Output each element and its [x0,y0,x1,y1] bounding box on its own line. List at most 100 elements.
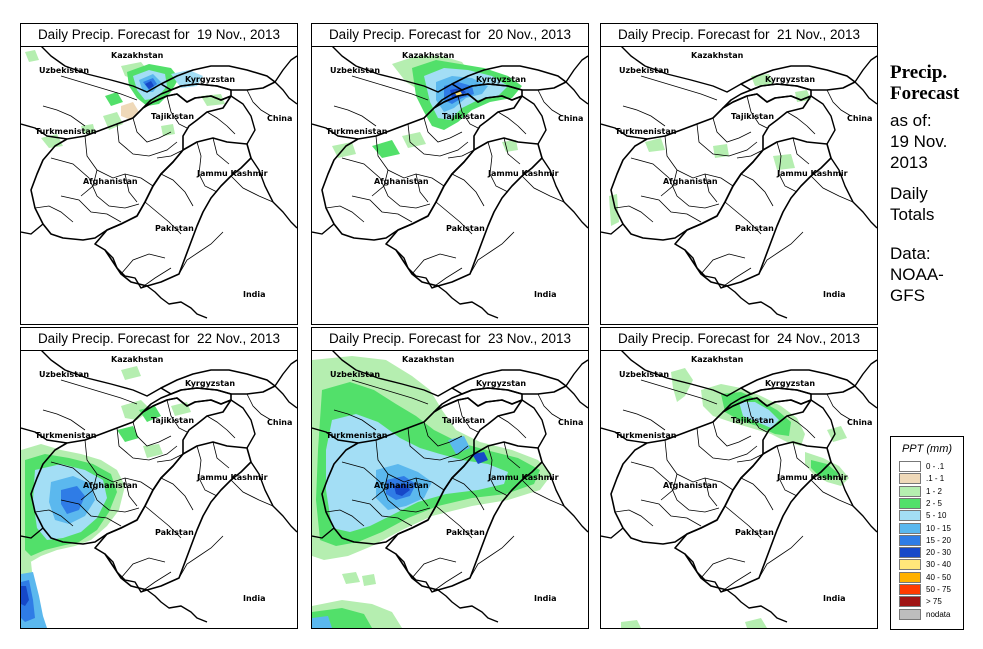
province-boundary [640,75,718,101]
province-boundary [80,473,98,501]
border-line [230,95,256,145]
province-boundary [786,415,816,439]
province-boundary [792,137,810,165]
province-boundary [178,231,224,275]
province-boundary [325,205,365,223]
legend-label: nodata [926,609,951,619]
map-label-afghanistan: Afghanistan [663,177,718,186]
legend-row: nodata [899,608,963,620]
province-boundary [423,117,463,143]
province-boundary [375,439,445,491]
country-border [674,441,832,591]
province-boundary [42,105,86,127]
precip-area [312,616,332,628]
province-boundary [640,499,702,527]
province-boundary [60,195,122,223]
map-label-tajikistan: Tajikistan [731,416,775,425]
forecast-map: Kazakhstan Uzbekistan Kyrgyzstan Tajikistan… [601,46,877,324]
province-boundary [469,535,515,579]
border-line [854,385,877,409]
province-boundary [704,477,718,507]
border-line [21,123,68,140]
border-line [541,157,588,229]
map-label-india: India [823,594,846,603]
province-boundary [423,421,463,447]
legend-label: 5 - 10 [926,511,947,521]
map-label-turkmenistan: Turkmenistan [326,431,388,440]
province-boundary [758,535,804,579]
province-boundary [720,571,752,593]
precip-area [342,572,360,584]
border-line [331,350,453,397]
province-boundary [521,479,565,507]
province-boundary [407,427,469,461]
province-boundary [447,149,475,159]
legend-row: 0 - .1 [899,461,963,472]
sidebar-asof-line2: 19 Nov. [890,132,948,151]
province-boundary [746,95,768,129]
forecast-panel-19-nov: Daily Precip. Forecast for 19 Nov., 2013… [20,23,298,325]
map-svg [312,46,588,319]
legend-row: 20 - 30 [899,547,963,559]
border-line [565,359,588,387]
province-boundary [537,393,563,421]
map-label-kazakhstan: Kazakhstan [111,355,164,364]
province-boundary [640,379,718,405]
map-svg [21,46,297,319]
province-boundary [212,137,230,165]
border-line [565,55,588,83]
province-boundary [196,141,218,193]
panel-title: Daily Precip. Forecast for 19 Nov., 2013 [21,24,297,47]
province-boundary [415,477,429,507]
country-border [451,369,567,395]
province-boundary [407,123,469,157]
province-boundary [810,175,854,203]
map-label-afghanistan: Afghanistan [83,481,138,490]
border-line [40,46,162,93]
map-label-kazakhstan: Kazakhstan [402,355,455,364]
legend-label: .1 - 1 [926,474,945,484]
precip-area [773,154,795,170]
legend-label: 2 - 5 [926,498,943,508]
border-line [312,427,359,444]
province-boundary [34,205,74,223]
map-label-china: China [267,418,293,427]
border-line [274,81,297,105]
province-boundary [42,409,86,431]
legend-label: 30 - 40 [926,560,951,570]
legend-label: 15 - 20 [926,535,951,545]
province-boundary [469,231,515,275]
forecast-map: Kazakhstan Uzbekistan Kyrgyzstan Tajikistan… [21,350,297,628]
province-boundary [537,89,563,117]
map-label-afghanistan: Afghanistan [83,177,138,186]
legend-row: 5 - 10 [899,510,963,522]
country-border [433,387,523,413]
province-boundary [826,393,852,421]
province-boundary [431,267,463,289]
sidebar-type-line2: Totals [890,205,935,224]
precip-area [25,50,39,62]
province-boundary [700,557,746,579]
legend-label: > 75 [926,597,942,607]
province-boundary [724,505,762,539]
province-boundary [746,399,768,433]
province-boundary [144,505,182,539]
province-boundary [206,111,236,135]
border-line [274,385,297,409]
legend-swatch [899,473,921,485]
province-boundary [660,169,678,197]
map-label-pakistan: Pakistan [155,224,194,233]
map-label-kazakhstan: Kazakhstan [691,51,744,60]
sidebar-source-line1: Data: [890,244,931,263]
province-boundary [84,135,154,187]
border-line [274,359,297,387]
border-line [854,55,877,83]
province-boundary [720,267,752,289]
precip-area [609,194,619,226]
map-label-kazakhstan: Kazakhstan [111,51,164,60]
legend-label: 1 - 2 [926,486,943,496]
map-label-uzbekistan: Uzbekistan [39,66,90,75]
province-boundary [435,201,473,235]
province-boundary [503,441,521,469]
map-label-india: India [823,290,846,299]
